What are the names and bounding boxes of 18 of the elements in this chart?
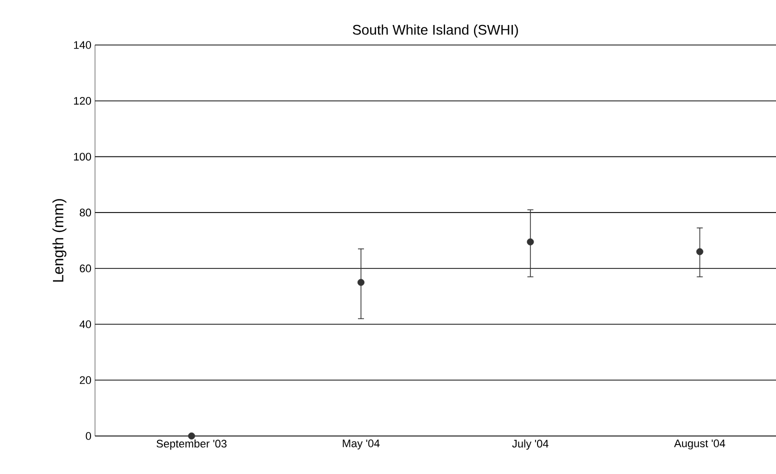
y-tick-label: 140 xyxy=(74,41,92,49)
x-tick-label: May '04 xyxy=(342,440,380,450)
y-axis-title: Length (mm) xyxy=(52,199,66,282)
point xyxy=(526,238,534,246)
y-tick-label: 20 xyxy=(80,376,92,384)
point xyxy=(188,432,196,440)
point xyxy=(696,248,704,256)
point xyxy=(357,278,364,286)
y-tick-label: 60 xyxy=(80,264,92,272)
y-tick-label: 80 xyxy=(80,208,92,216)
chart-title: South White Island (SWHI) xyxy=(352,24,518,38)
y-tick-label: 100 xyxy=(74,152,92,161)
y-tick-label: 120 xyxy=(74,96,92,105)
y-tick-label: 40 xyxy=(80,320,92,328)
x-tick-label: July '04 xyxy=(512,440,548,450)
y-tick-label: 0 xyxy=(86,432,92,440)
x-tick-label: September '03 xyxy=(156,440,227,450)
x-tick-label: August '04 xyxy=(674,440,726,450)
